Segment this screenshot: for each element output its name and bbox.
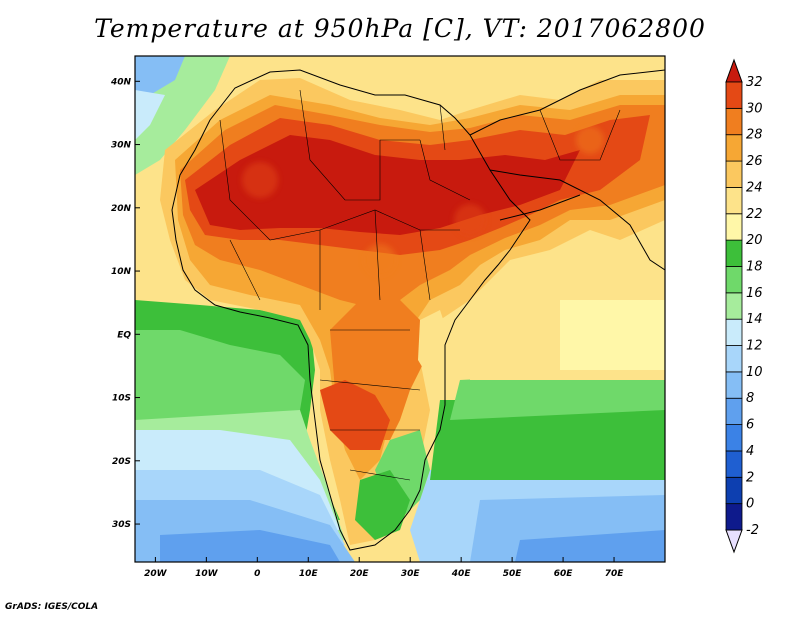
colorbar-label: 6 xyxy=(746,418,754,433)
colorbar-label: -2 xyxy=(746,523,759,538)
colorbar-label: 20 xyxy=(746,233,763,248)
lat-tick-label: EQ xyxy=(117,330,131,340)
colorbar-swatch xyxy=(725,239,743,267)
lat-tick-label: 10N xyxy=(111,267,132,277)
lon-tick-label: 70E xyxy=(605,569,625,579)
lon-tick-label: 20W xyxy=(144,569,168,579)
colorbar-swatch xyxy=(725,476,743,505)
colorbar-swatch xyxy=(725,397,743,425)
colorbar-swatch xyxy=(725,134,743,162)
colorbar-swatch xyxy=(725,503,743,531)
colorbar-label: 10 xyxy=(746,365,763,380)
colorbar-swatch xyxy=(725,107,743,136)
lat-tick-label: 20N xyxy=(111,204,132,214)
colorbar-label: 28 xyxy=(746,128,763,143)
map-title: Temperature at 950hPa [C], VT: 201706280… xyxy=(94,14,706,43)
colorbar-swatch xyxy=(725,371,743,399)
temperature-field xyxy=(135,56,665,562)
colorbar-label: 32 xyxy=(746,75,763,90)
colorbar-label: 8 xyxy=(746,391,754,406)
lat-tick-label: 30S xyxy=(112,520,131,530)
colorbar-label: 22 xyxy=(746,207,763,222)
colorbar-label: 2 xyxy=(746,470,754,485)
colorbar-swatch xyxy=(725,266,743,294)
plot-frame xyxy=(134,55,666,563)
colorbar-label: 4 xyxy=(746,444,754,459)
credit-label: GrADS: IGES/COLA xyxy=(5,602,99,612)
axis-ticks: 20W 10W 0 10E 20E 30E 40E 50E 60E 70E 40N 30N 20N 10N… xyxy=(110,77,624,579)
colorbar-swatch xyxy=(725,450,743,478)
colorbar-swatch xyxy=(725,292,743,320)
colorbar-label: 0 xyxy=(746,497,754,512)
lat-tick-label: 20S xyxy=(112,457,131,467)
lat-tick-label: 10S xyxy=(112,394,131,404)
colorbar-label: 12 xyxy=(746,339,763,354)
colorbar-top-arrow xyxy=(725,58,743,83)
colorbar-swatch xyxy=(725,318,743,346)
colorbar-swatch xyxy=(725,187,743,215)
lat-tick-label: 30N xyxy=(111,141,132,151)
country-borders xyxy=(219,89,621,481)
colorbar-bottom-arrow xyxy=(725,529,743,554)
colorbar-label: 18 xyxy=(746,259,763,274)
colorbar-swatch xyxy=(725,424,743,452)
lon-tick-label: 0 xyxy=(254,569,260,579)
lon-tick-label: 20E xyxy=(350,569,370,579)
colorbar-label: 30 xyxy=(746,101,763,116)
colorbar-swatch xyxy=(725,345,743,373)
colorbar-label: 14 xyxy=(746,312,763,327)
lat-tick-label: 40N xyxy=(110,77,132,87)
colorbar-swatch xyxy=(725,81,743,109)
colorbar-label: 24 xyxy=(746,180,763,195)
lon-tick-label: 40E xyxy=(451,569,472,579)
lon-tick-label: 50E xyxy=(503,569,523,579)
colorbar-label: 26 xyxy=(746,154,763,169)
colorbar-label: 16 xyxy=(746,286,763,301)
lon-tick-label: 10E xyxy=(299,569,319,579)
colorbar-swatch xyxy=(725,160,743,188)
lon-tick-label: 10W xyxy=(195,569,219,579)
lon-tick-label: 30E xyxy=(401,569,421,579)
lon-tick-label: 60E xyxy=(554,569,574,579)
coastlines xyxy=(171,69,665,551)
colorbar-swatch xyxy=(725,213,743,241)
